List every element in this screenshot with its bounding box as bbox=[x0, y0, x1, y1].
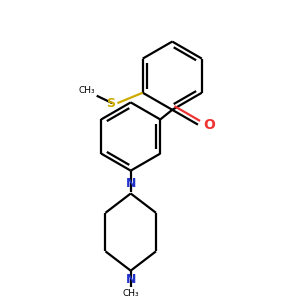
Text: CH₃: CH₃ bbox=[79, 85, 95, 94]
Text: N: N bbox=[125, 177, 136, 190]
Text: S: S bbox=[106, 97, 115, 110]
Text: O: O bbox=[203, 118, 215, 132]
Text: N: N bbox=[125, 273, 136, 286]
Text: CH₃: CH₃ bbox=[122, 290, 139, 298]
